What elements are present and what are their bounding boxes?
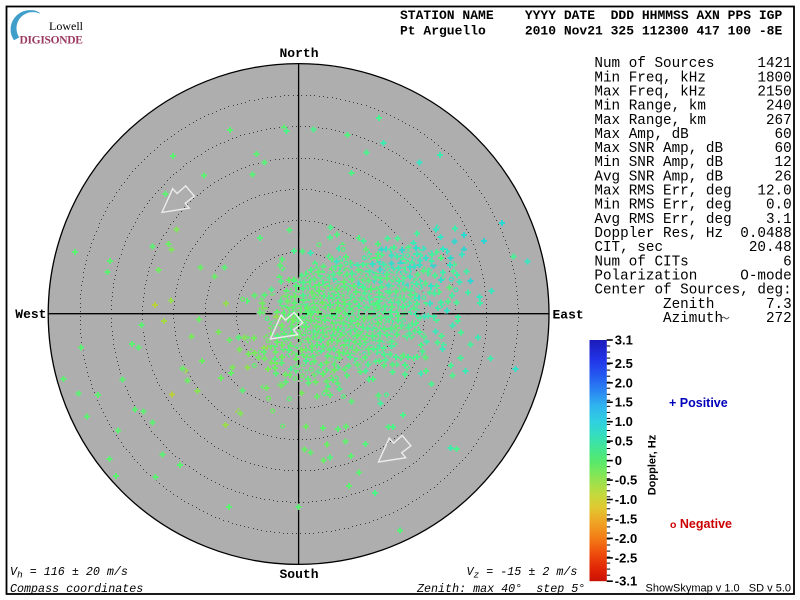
svg-text:0.5: 0.5 <box>615 434 633 449</box>
svg-text:Lowell: Lowell <box>49 19 84 33</box>
svg-text:Vz = -15 ± 2 m/s: Vz = -15 ± 2 m/s <box>467 565 578 581</box>
svg-text:-2.5: -2.5 <box>615 550 637 565</box>
svg-text:Min RMS Err, deg 0.0: Min RMS Err, deg 0.0 <box>594 198 791 214</box>
svg-text:Azimuth 272: Azimuth 272 <box>594 311 791 327</box>
svg-text:-2.0: -2.0 <box>615 531 637 546</box>
svg-text:Avg RMS Err, deg 3.1: Avg RMS Err, deg 3.1 <box>594 212 791 228</box>
svg-text:Doppler, Hz: Doppler, Hz <box>647 434 659 495</box>
svg-text:-1.5: -1.5 <box>615 512 637 527</box>
svg-text:East: East <box>553 308 584 323</box>
svg-text:CIT, sec 20.48: CIT, sec 20.48 <box>594 240 791 256</box>
svg-text:Zenith 7.3: Zenith 7.3 <box>594 297 791 313</box>
svg-text:o Negative: o Negative <box>670 517 732 531</box>
svg-text:2.5: 2.5 <box>615 356 633 371</box>
svg-text:Max Range, km 267: Max Range, km 267 <box>594 113 791 129</box>
svg-text:-1.0: -1.0 <box>615 492 637 507</box>
svg-text:Vh = 116 ± 20 m/s: Vh = 116 ± 20 m/s <box>10 565 128 581</box>
svg-text:Min Freq, kHz 1800: Min Freq, kHz 1800 <box>594 70 791 86</box>
svg-text:Pt Arguello 2010 Nov21 325: Pt Arguello 2010 Nov21 325 112300 417 10… <box>400 24 782 39</box>
svg-text:STATION NAME YYYY DATE DDD: STATION NAME YYYY DATE DDD HHMMSS AXN PP… <box>400 8 782 23</box>
svg-text:South: South <box>279 567 318 582</box>
svg-text:Min Range, km 240: Min Range, km 240 <box>594 99 791 115</box>
svg-text:West: West <box>15 307 46 322</box>
svg-text:Max Amp, dB 60: Max Amp, dB 60 <box>594 127 791 143</box>
svg-text:-3.1: -3.1 <box>615 574 637 589</box>
svg-text:Max Freq, kHz 2150: Max Freq, kHz 2150 <box>594 85 791 101</box>
svg-text:1.5: 1.5 <box>615 395 633 410</box>
svg-text:2.0: 2.0 <box>615 375 633 390</box>
svg-text:1.0: 1.0 <box>615 414 633 429</box>
svg-text:ShowSkymap v 1.0 SD v 5.0: ShowSkymap v 1.0 SD v 5.0 <box>645 583 791 595</box>
svg-text:-0.5: -0.5 <box>615 473 637 488</box>
svg-text:Num of CITs 6: Num of CITs 6 <box>594 254 791 270</box>
svg-text:Avg SNR Amp, dB 26: Avg SNR Amp, dB 26 <box>594 169 791 185</box>
svg-text:Center of Sources, deg:: Center of Sources, deg: <box>594 283 791 299</box>
svg-text:3.1: 3.1 <box>615 333 633 348</box>
svg-text:Max RMS Err, deg 12.0: Max RMS Err, deg 12.0 <box>594 184 791 200</box>
svg-text:North: North <box>279 46 318 61</box>
svg-text:DIGISONDE: DIGISONDE <box>20 35 84 47</box>
svg-text:Max SNR Amp, dB 60: Max SNR Amp, dB 60 <box>594 141 791 157</box>
svg-text:Min SNR Amp, dB 12: Min SNR Amp, dB 12 <box>594 155 791 171</box>
svg-text:Polarization O-mode: Polarization O-mode <box>594 268 791 284</box>
svg-text:0: 0 <box>615 453 622 468</box>
svg-text:Num of Sources 1421: Num of Sources 1421 <box>594 56 791 72</box>
svg-text:Compass coordinates: Compass coordinates <box>10 582 143 596</box>
svg-text:+ Positive: + Positive <box>669 396 728 410</box>
svg-text:Zenith: max 40° step 5°: Zenith: max 40° step 5° <box>416 582 585 596</box>
svg-text:Doppler Res, Hz 0.0488: Doppler Res, Hz 0.0488 <box>594 226 791 242</box>
